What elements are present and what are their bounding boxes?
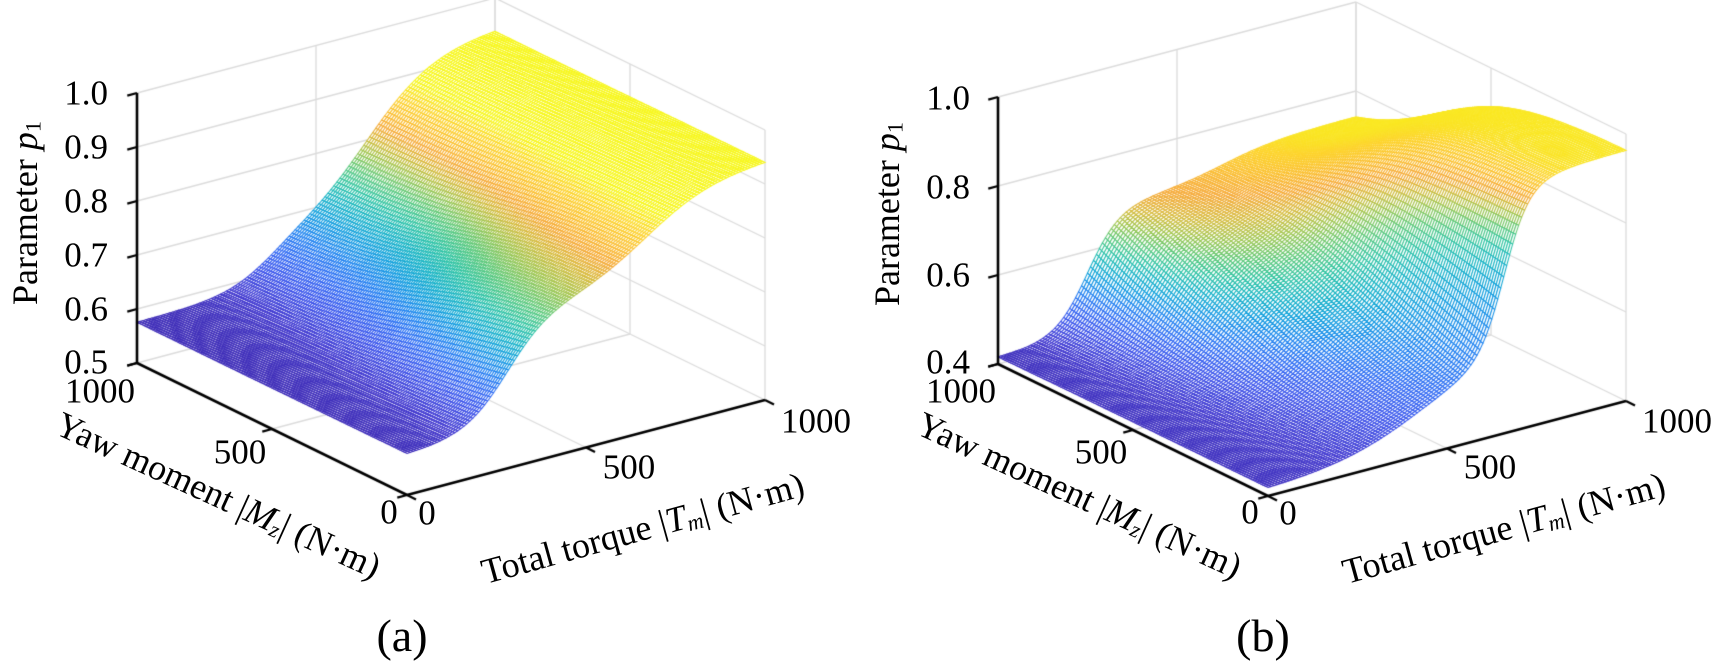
z-label-symbol: p: [5, 132, 46, 151]
panel-b-torquetick-1000: 1000: [1642, 401, 1712, 441]
panel-a-ztick-4: 0.6: [64, 289, 108, 329]
panel-a-ztick-5: 0.5: [64, 342, 108, 382]
panel-b-yawtick-1000: 1000: [926, 371, 996, 411]
z-label-subscript: 1: [20, 120, 46, 133]
panel-b-yawtick-0: 0: [1241, 492, 1259, 532]
panel-b-z-axis-label: Parameter p1: [867, 121, 908, 307]
z-label-text: Parameter: [867, 151, 908, 307]
panel-a-yawtick-500: 500: [213, 432, 267, 472]
panel-b-ztick-2: 0.6: [926, 255, 970, 295]
z-label-symbol: p: [867, 133, 908, 152]
panel-a-ztick-2: 0.8: [64, 181, 108, 221]
panel-b-ztick-0: 1.0: [926, 78, 970, 118]
panel-b-torquetick-0: 0: [1279, 493, 1297, 533]
panel-a-torquetick-500: 500: [602, 447, 656, 487]
panel-a-caption: (a): [376, 610, 428, 661]
panel-b-ztick-3: 0.4: [926, 342, 970, 382]
panel-a-yawtick-0: 0: [380, 492, 398, 532]
panel-a-z-axis-label: Parameter p1: [5, 120, 46, 306]
panel-b-torquetick-500: 500: [1463, 447, 1517, 487]
panel-b-yawtick-500: 500: [1074, 432, 1128, 472]
panel-b-ztick-1: 0.8: [926, 167, 970, 207]
panel-a-yawtick-1000: 1000: [65, 371, 135, 411]
panel-b-caption: (b): [1236, 610, 1290, 661]
panel-a-torquetick-0: 0: [418, 493, 436, 533]
z-label-subscript: 1: [882, 121, 908, 134]
panel-a-ztick-1: 0.9: [64, 127, 108, 167]
panel-a-torquetick-1000: 1000: [781, 401, 851, 441]
panel-a-ztick-3: 0.7: [64, 235, 108, 275]
panel-a-ztick-0: 1.0: [64, 73, 108, 113]
z-label-text: Parameter: [5, 150, 46, 306]
